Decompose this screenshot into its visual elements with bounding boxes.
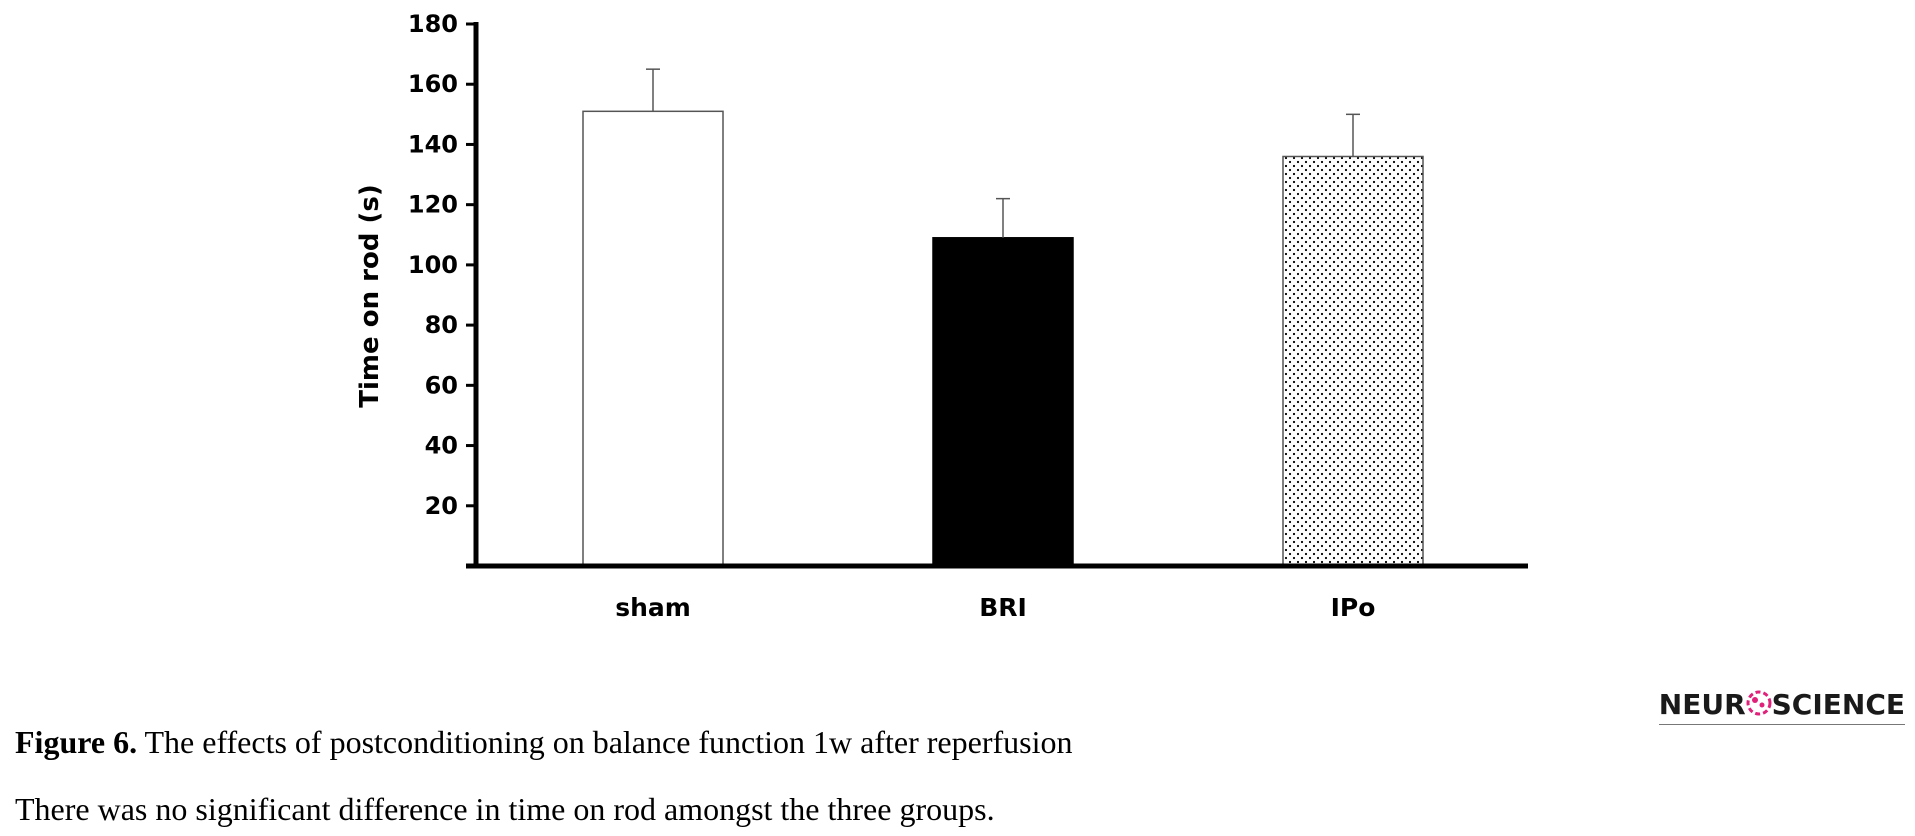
bar-chart: 20 40 60 80 100 120 140 160 180 sham BRI IPo Time … (355, 10, 1528, 622)
figure-caption-text: The effects of postconditioning on balan… (144, 724, 1073, 760)
bar-sham (582, 110, 724, 567)
brain-icon (1746, 690, 1772, 723)
y-tick-label: 20 (425, 492, 458, 520)
figure-label: Figure 6. (15, 724, 138, 760)
y-axis-title: Time on rod (s) (355, 184, 385, 407)
axes (466, 22, 1528, 569)
neuroscience-logo: NEUR SCIENCE (1658, 688, 1905, 725)
bars (582, 110, 1424, 567)
figure-caption: Figure 6. The effects of postconditionin… (15, 724, 1072, 761)
bar-bri (932, 237, 1074, 567)
category-labels: sham BRI IPo (615, 593, 1375, 622)
y-tick-label: 140 (408, 130, 458, 158)
y-axis-ticks: 20 40 60 80 100 120 140 160 180 (408, 10, 476, 520)
y-tick-label: 100 (408, 251, 458, 279)
y-tick-label: 60 (425, 371, 458, 399)
error-bars (646, 68, 1360, 238)
x-category-label: IPo (1331, 593, 1376, 622)
y-tick-label: 180 (408, 10, 458, 38)
bar-ipo (1282, 155, 1424, 567)
logo-text-right: SCIENCE (1771, 688, 1905, 721)
y-tick-label: 40 (425, 432, 458, 460)
x-category-label: BRI (979, 593, 1027, 622)
y-tick-label: 160 (408, 70, 458, 98)
y-tick-label: 120 (408, 191, 458, 219)
figure-note: There was no significant difference in t… (15, 791, 995, 827)
logo-text-left: NEUR (1658, 688, 1746, 721)
x-category-label: sham (615, 593, 691, 622)
y-tick-label: 80 (425, 311, 458, 339)
